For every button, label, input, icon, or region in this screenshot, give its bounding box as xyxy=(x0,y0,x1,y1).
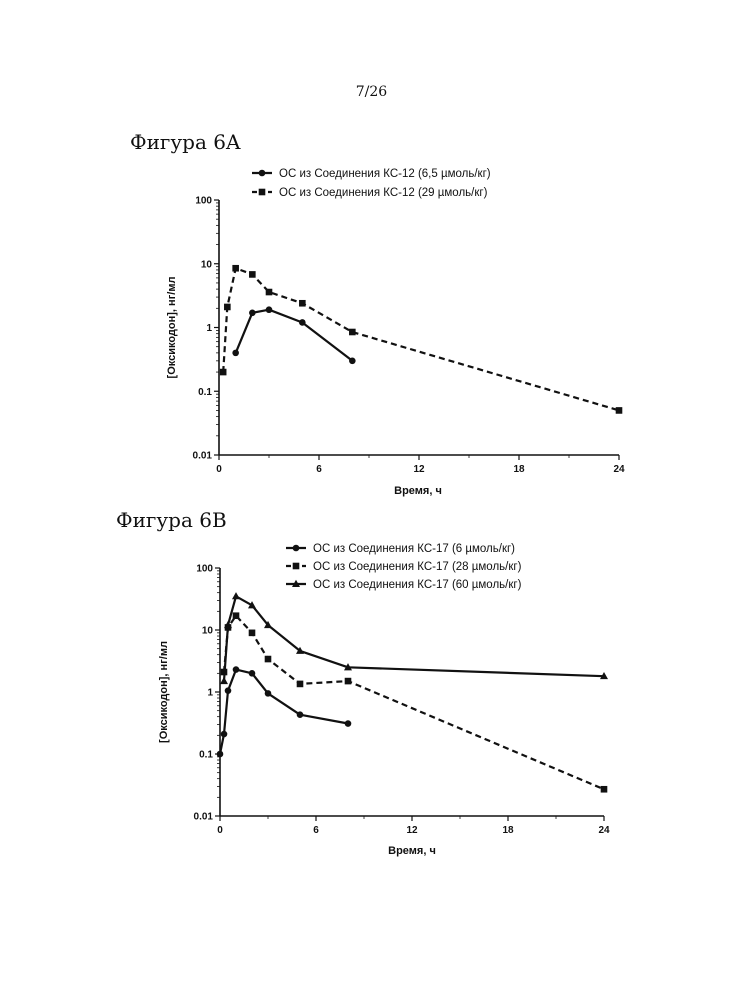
data-point xyxy=(232,666,240,673)
data-point xyxy=(248,670,256,677)
data-point xyxy=(220,730,228,738)
series-line xyxy=(234,308,353,362)
x-axis-title: Время, ч xyxy=(394,485,442,497)
x-tick-label: 0 xyxy=(216,464,222,475)
figure-6a-title: Фигура 6A xyxy=(130,130,241,154)
y-axis-title: [Оксикодон], нг/мл xyxy=(158,641,170,743)
legend-label: ОС из Соединения КС-17 (6 µмоль/кг) xyxy=(313,543,515,555)
x-axis-title: Время, ч xyxy=(388,845,436,857)
series-line xyxy=(222,267,620,412)
data-point xyxy=(296,711,304,719)
data-point xyxy=(220,676,228,685)
data-point xyxy=(264,690,272,697)
data-point xyxy=(296,646,304,654)
data-point xyxy=(232,612,240,620)
data-point xyxy=(248,629,256,637)
series-line xyxy=(222,595,605,682)
data-point xyxy=(615,407,623,414)
data-point xyxy=(299,319,306,326)
series-2 xyxy=(219,264,623,414)
data-point xyxy=(219,368,227,376)
data-point xyxy=(224,620,232,629)
data-point xyxy=(216,750,224,758)
legend-label: ОС из Соединения КС-17 (28 µмоль/кг) xyxy=(313,561,522,573)
x-tick-label: 0 xyxy=(217,825,223,836)
chart-6a: 0.01 0.1 1 10 100 0 6 12 18 24 Время, ч [Оксикодон]… xyxy=(166,168,625,497)
data-point xyxy=(224,687,232,694)
series-line xyxy=(218,668,349,755)
x-tick-label: 12 xyxy=(406,825,418,836)
data-point xyxy=(296,680,304,688)
legend-marker xyxy=(292,562,300,570)
series-1 xyxy=(232,306,356,365)
y-tick-label: 100 xyxy=(195,196,212,207)
data-point xyxy=(265,288,273,296)
x-tick-label: 6 xyxy=(316,464,322,475)
data-point xyxy=(264,655,272,663)
legend-marker xyxy=(258,169,266,177)
legend-marker xyxy=(292,579,300,587)
series-1 xyxy=(216,666,352,758)
data-point xyxy=(249,271,256,278)
data-point xyxy=(349,328,356,336)
y-tick-label: 100 xyxy=(196,564,213,575)
legend-marker xyxy=(292,544,300,552)
x-tick-label: 24 xyxy=(613,464,625,475)
series-3 xyxy=(220,592,608,685)
data-point xyxy=(344,720,352,727)
y-tick-label: 10 xyxy=(201,259,213,270)
data-point xyxy=(344,663,352,671)
data-point xyxy=(299,299,306,307)
data-point xyxy=(264,620,272,629)
y-tick-label: 10 xyxy=(202,626,214,637)
data-point xyxy=(344,677,352,685)
data-point xyxy=(248,601,256,609)
data-point xyxy=(600,671,608,680)
data-point xyxy=(265,306,273,314)
y-tick-label: 1 xyxy=(207,688,213,699)
legend-label: ОС из Соединения КС-12 (6,5 µмоль/кг) xyxy=(279,168,491,180)
legend-label: ОС из Соединения КС-17 (60 µмоль/кг) xyxy=(313,579,522,591)
legend-marker xyxy=(258,188,266,196)
data-point xyxy=(232,264,239,272)
data-point xyxy=(232,349,239,357)
y-tick-label: 1 xyxy=(206,323,212,334)
data-point xyxy=(349,357,356,365)
y-tick-label: 0.1 xyxy=(198,387,212,398)
x-tick-label: 6 xyxy=(313,825,319,836)
figure-6b-title: Фигура 6B xyxy=(116,508,227,532)
data-point xyxy=(600,785,608,793)
y-tick-label: 0.01 xyxy=(194,812,214,823)
y-tick-label: 0.01 xyxy=(193,451,213,462)
x-tick-label: 12 xyxy=(413,464,425,475)
series-line xyxy=(222,614,605,791)
legend-label: ОС из Соединения КС-12 (29 µмоль/кг) xyxy=(279,187,488,199)
data-point xyxy=(249,309,256,317)
x-tick-label: 18 xyxy=(513,464,525,475)
series-2 xyxy=(220,612,608,793)
page-number: 7/26 xyxy=(355,84,388,100)
data-point xyxy=(232,592,240,600)
y-tick-label: 0.1 xyxy=(199,750,213,761)
y-axis-title: [Оксикодон], нг/мл xyxy=(166,277,178,379)
x-tick-label: 24 xyxy=(598,825,610,836)
x-tick-label: 18 xyxy=(502,825,514,836)
data-point xyxy=(224,303,231,311)
chart-6b: 0.01 0.1 1 10 100 0 6 12 18 24 Время, ч [Оксикодон]… xyxy=(158,543,610,857)
